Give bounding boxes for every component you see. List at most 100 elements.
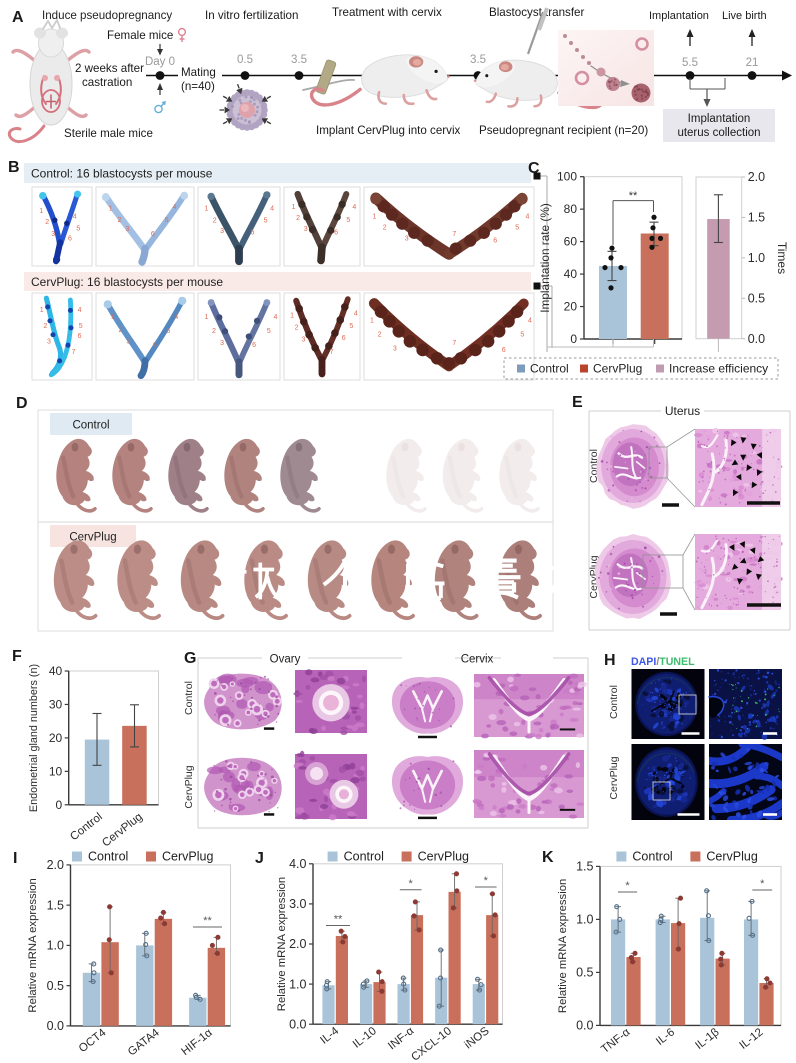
svg-text:Pseudopregnant recipient (n=20: Pseudopregnant recipient (n=20) [479, 124, 648, 137]
svg-text:F: F [12, 648, 22, 665]
svg-text:Implantation: Implantation [688, 113, 751, 125]
svg-text:1: 1 [205, 206, 209, 213]
svg-text:**: ** [203, 915, 212, 927]
svg-text:6: 6 [493, 237, 497, 244]
svg-text:Female mice: Female mice [107, 29, 173, 42]
svg-text:6: 6 [153, 342, 157, 349]
svg-text:CervPlug: 16 blastocysts per m: CervPlug: 16 blastocysts per mouse [31, 275, 223, 289]
svg-text:2: 2 [383, 225, 387, 232]
svg-text:1: 1 [39, 208, 43, 215]
svg-text:Implant CervPlug into cervix: Implant CervPlug into cervix [316, 124, 461, 137]
svg-text:**: ** [334, 914, 343, 926]
svg-text:1.5: 1.5 [576, 860, 593, 874]
svg-text:10: 10 [49, 764, 63, 778]
svg-text:Relative mRNA expression: Relative mRNA expression [276, 877, 288, 1011]
svg-text:4.0: 4.0 [289, 857, 306, 871]
svg-text:Blastocyst transfer: Blastocyst transfer [489, 6, 584, 19]
svg-text:6: 6 [68, 236, 72, 243]
svg-text:3: 3 [304, 226, 308, 233]
svg-text:6: 6 [342, 335, 346, 342]
svg-text:3: 3 [405, 236, 409, 243]
svg-text:4: 4 [526, 214, 530, 221]
svg-text:40: 40 [49, 664, 63, 678]
svg-text:**: ** [629, 190, 638, 202]
svg-text:0: 0 [570, 332, 577, 346]
svg-text:CervPlug: CervPlug [608, 756, 620, 799]
svg-text:Relative mRNA expression: Relative mRNA expression [557, 879, 569, 1013]
svg-text:5: 5 [167, 328, 171, 335]
svg-text:1: 1 [109, 206, 113, 213]
svg-text:4: 4 [354, 311, 358, 318]
svg-text:3.5: 3.5 [291, 54, 307, 66]
svg-text:1: 1 [370, 318, 374, 325]
svg-text:Implantation rate (%): Implantation rate (%) [538, 203, 552, 313]
svg-text:uterus collection: uterus collection [677, 127, 760, 139]
svg-text:2: 2 [119, 327, 123, 334]
svg-text:1: 1 [290, 312, 294, 319]
svg-text:0.5: 0.5 [576, 966, 593, 980]
svg-text:1.0: 1.0 [748, 251, 765, 265]
svg-text:G: G [184, 650, 196, 667]
svg-text:40: 40 [564, 267, 578, 281]
svg-text:5: 5 [515, 225, 519, 232]
svg-text:CervPlug: CervPlug [183, 765, 195, 808]
svg-text:Mating: Mating [181, 66, 216, 79]
svg-text:Control: Control [530, 362, 569, 376]
svg-text:CervPlug: CervPlug [593, 362, 642, 376]
svg-text:4: 4 [270, 206, 274, 213]
svg-text:5: 5 [267, 328, 271, 335]
svg-text:0: 0 [56, 798, 63, 812]
svg-text:3: 3 [301, 337, 305, 344]
svg-text:1: 1 [111, 314, 115, 321]
svg-text:Treatment with cervix: Treatment with cervix [332, 6, 442, 19]
svg-text:Control: 16 blastocysts per mo: Control: 16 blastocysts per mouse [31, 167, 213, 181]
svg-text:CervPlug: CervPlug [706, 850, 757, 864]
svg-text:1: 1 [205, 314, 209, 321]
svg-text:4: 4 [73, 214, 77, 221]
svg-text:2.0: 2.0 [748, 170, 765, 184]
svg-text:CervPlug: CervPlug [162, 850, 213, 864]
svg-text:20: 20 [564, 300, 578, 314]
svg-text:2 weeks after: 2 weeks after [75, 62, 144, 75]
svg-text:In vitro fertilization: In vitro fertilization [205, 9, 298, 22]
svg-text:Control: Control [72, 420, 109, 432]
svg-text:Control: Control [183, 681, 195, 715]
svg-text:7: 7 [72, 349, 76, 356]
svg-text:3.5: 3.5 [470, 54, 486, 66]
svg-text:3.0: 3.0 [289, 897, 306, 911]
svg-text:2.0: 2.0 [289, 937, 306, 951]
svg-text:2: 2 [43, 323, 47, 330]
svg-text:D: D [16, 395, 28, 412]
svg-text:DAPI/TUNEL: DAPI/TUNEL [631, 656, 695, 668]
svg-text:Control: Control [344, 850, 384, 864]
svg-text:6: 6 [151, 231, 155, 238]
svg-text:4: 4 [78, 307, 82, 314]
svg-text:C: C [528, 160, 540, 177]
svg-text:2: 2 [378, 332, 382, 339]
svg-text:2.0: 2.0 [47, 858, 64, 872]
svg-text:60: 60 [564, 235, 578, 249]
svg-text:20: 20 [49, 731, 63, 745]
svg-text:3: 3 [51, 231, 55, 238]
svg-text:0.0: 0.0 [289, 1017, 306, 1031]
svg-text:Times: Times [775, 242, 789, 274]
svg-text:3: 3 [220, 228, 224, 235]
svg-text:4: 4 [273, 314, 277, 321]
svg-text:Control: Control [608, 685, 620, 719]
svg-text:1: 1 [292, 204, 296, 211]
svg-text:1.5: 1.5 [748, 211, 765, 225]
svg-text:4: 4 [352, 204, 356, 211]
svg-text:1.0: 1.0 [289, 977, 306, 991]
svg-text:6: 6 [250, 229, 254, 236]
svg-text:0.0: 0.0 [576, 1019, 593, 1033]
svg-text:1.0: 1.0 [576, 913, 593, 927]
svg-text:3: 3 [393, 345, 397, 352]
svg-text:1: 1 [373, 214, 377, 221]
svg-text:Ovary: Ovary [270, 654, 301, 666]
svg-text:2: 2 [295, 325, 299, 332]
svg-text:80: 80 [564, 202, 578, 216]
svg-text:Cervix: Cervix [461, 654, 494, 666]
svg-text:0.0: 0.0 [748, 332, 765, 346]
svg-text:Increase efficiency: Increase efficiency [669, 362, 768, 376]
svg-text:*: * [625, 880, 630, 892]
